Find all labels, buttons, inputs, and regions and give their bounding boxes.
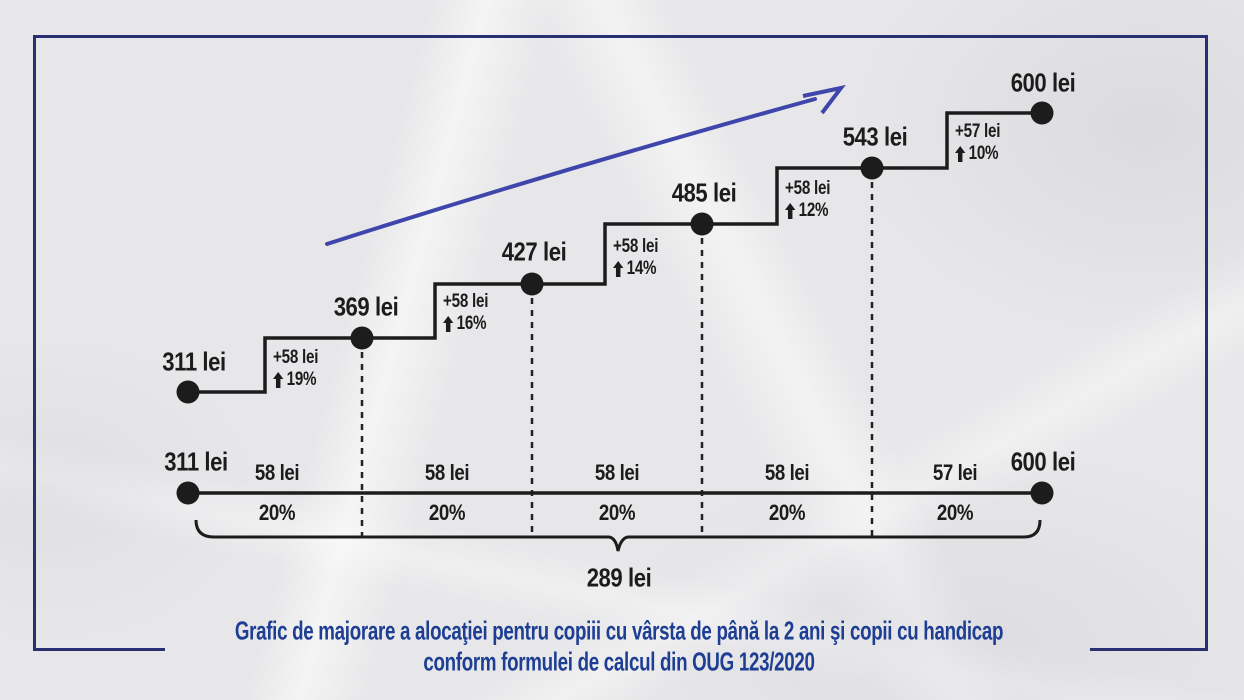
baseline-end-dot	[1030, 481, 1054, 505]
chart-frame-border	[33, 35, 1208, 648]
segment-percent-5: 20%	[936, 500, 974, 525]
baseline-start-label: 311 lei	[164, 446, 228, 477]
increment-annotation-1: +58 lei 19%	[273, 347, 318, 391]
increment-amount: +58 lei	[443, 291, 489, 312]
increment-amount: +58 lei	[613, 236, 659, 257]
segment-percent-2: 20%	[428, 500, 466, 525]
chart-frame-border-bottom-right	[1090, 648, 1208, 651]
point-label-600: 600 lei	[1010, 67, 1076, 98]
increment-annotation-2: +58 lei 16%	[443, 291, 488, 335]
point-label-427: 427 lei	[501, 236, 567, 267]
segment-amount-2: 58 lei	[424, 460, 470, 485]
segment-amount-4: 58 lei	[764, 460, 810, 485]
increment-percent: 14%	[626, 258, 657, 279]
increment-annotation-4: +58 lei 12%	[785, 178, 830, 222]
segment-percent-3: 20%	[598, 500, 636, 525]
total-increase-label: 289 lei	[586, 562, 652, 593]
increment-amount: +58 lei	[785, 178, 831, 199]
increment-percent: 12%	[798, 200, 829, 221]
segment-amount-5: 57 lei	[932, 460, 978, 485]
up-arrow-icon	[613, 261, 624, 277]
baseline-end-label: 600 lei	[1010, 446, 1076, 477]
data-point-dot	[350, 326, 374, 350]
up-arrow-icon	[785, 203, 796, 219]
increment-amount: +58 lei	[273, 347, 319, 368]
increment-amount: +57 lei	[955, 121, 1001, 142]
underbrace	[194, 519, 1042, 552]
up-arrow-icon	[443, 316, 454, 332]
data-point-dot	[520, 272, 544, 296]
data-point-dot	[176, 380, 200, 404]
up-arrow-icon	[955, 146, 966, 162]
point-label-369: 369 lei	[333, 291, 399, 322]
increment-annotation-3: +58 lei 14%	[613, 236, 658, 280]
segment-percent-4: 20%	[768, 500, 806, 525]
point-label-543: 543 lei	[842, 121, 908, 152]
increment-percent: 16%	[456, 313, 487, 334]
growth-arrow-head-icon	[802, 84, 846, 115]
segment-amount-3: 58 lei	[594, 460, 640, 485]
growth-arrow-shaft	[325, 97, 817, 246]
segment-percent-1: 20%	[258, 500, 296, 525]
point-label-485: 485 lei	[671, 177, 737, 208]
up-arrow-icon	[273, 372, 284, 388]
data-point-dot	[690, 212, 714, 236]
step-line	[188, 111, 1042, 394]
chart-frame-border-bottom-left	[33, 648, 165, 651]
chart-caption-line1: Grafic de majorare a alocaţiei pentru co…	[234, 615, 1004, 646]
increment-percent: 19%	[286, 369, 317, 390]
increment-annotation-5: +57 lei 10%	[955, 121, 1000, 165]
segment-amount-1: 58 lei	[254, 460, 300, 485]
data-point-dot	[1030, 101, 1054, 125]
baseline-start-dot	[176, 481, 200, 505]
increment-percent: 10%	[968, 143, 999, 164]
chart-caption-line2: conform formulei de calcul din OUG 123/2…	[423, 646, 815, 677]
data-point-dot	[860, 156, 884, 180]
point-label-311: 311 lei	[162, 346, 226, 377]
